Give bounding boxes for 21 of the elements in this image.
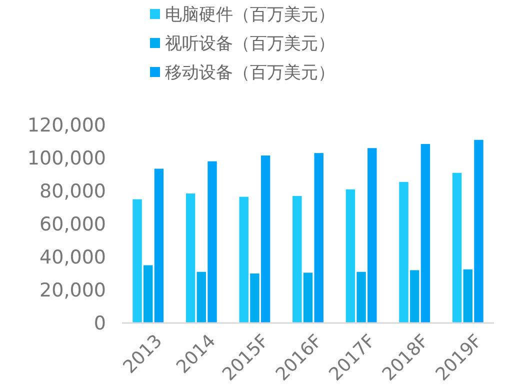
bar bbox=[346, 189, 356, 323]
bar bbox=[144, 265, 153, 323]
y-tick-label: 80,000 bbox=[40, 180, 106, 203]
legend-label: 电脑硬件（百万美元） bbox=[165, 4, 335, 25]
bar bbox=[452, 172, 462, 323]
bar bbox=[239, 196, 248, 323]
y-tick-label: 0 bbox=[94, 312, 106, 335]
bar bbox=[186, 193, 196, 323]
y-tick-label: 40,000 bbox=[40, 246, 106, 269]
y-tick-label: 120,000 bbox=[27, 114, 106, 137]
y-tick-label: 100,000 bbox=[27, 148, 106, 170]
bar bbox=[154, 168, 164, 323]
y-tick-label: 20,000 bbox=[40, 280, 106, 302]
y-tick-label: 60,000 bbox=[40, 214, 106, 236]
bar bbox=[420, 144, 430, 323]
bar bbox=[399, 182, 408, 323]
legend-label: 移动设备（百万美元） bbox=[165, 62, 335, 83]
legend-label: 视听设备（百万美元） bbox=[165, 34, 335, 54]
bar bbox=[132, 199, 142, 323]
bar bbox=[410, 270, 420, 323]
bar bbox=[292, 196, 302, 323]
